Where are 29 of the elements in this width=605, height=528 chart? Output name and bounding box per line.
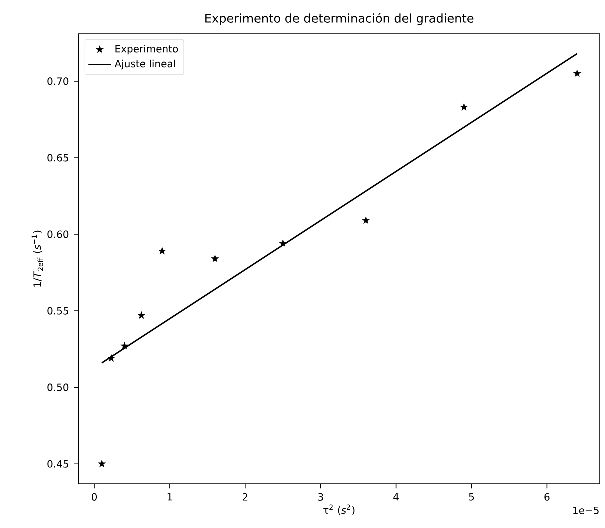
- x-tick-label: 1: [168, 493, 172, 501]
- point: [158, 248, 166, 254]
- point: [212, 255, 219, 262]
- x-axis-title: τ$^{2}$ (s$^{2}$): [324, 504, 355, 516]
- point: [574, 70, 581, 77]
- y-tick-label: 0.70: [48, 78, 69, 86]
- point: [280, 240, 287, 247]
- y-axis-title: 1/T$_{2eff}$ (s$^{−1}$): [32, 230, 44, 287]
- x-tick-label: 6: [544, 493, 550, 501]
- text: 1e−5: [574, 506, 599, 514]
- legend-label: Ajuste lineal: [114, 60, 176, 70]
- point: [121, 342, 128, 350]
- y-tick-label: 0.55: [48, 307, 68, 315]
- x-tick-label: 5: [469, 493, 474, 501]
- chart-title: Experimento de determinación del gradiente: [206, 13, 474, 26]
- y-tick-label: 0.60: [48, 230, 69, 238]
- y-tick-label: 0.50: [48, 384, 69, 392]
- legend-label: Experimento: [116, 45, 178, 55]
- point: [98, 460, 106, 468]
- point: [362, 216, 370, 224]
- y-tick-label: 0.65: [48, 154, 68, 162]
- point: [460, 104, 468, 111]
- point: [108, 354, 116, 362]
- x-tick-label: 4: [394, 493, 399, 501]
- point: [138, 312, 146, 319]
- x-tick-label: 0: [92, 493, 98, 501]
- x-tick-label: 2: [242, 493, 248, 501]
- y-tick-label: 0.45: [48, 460, 68, 468]
- x-tick-label: 3: [318, 493, 324, 501]
